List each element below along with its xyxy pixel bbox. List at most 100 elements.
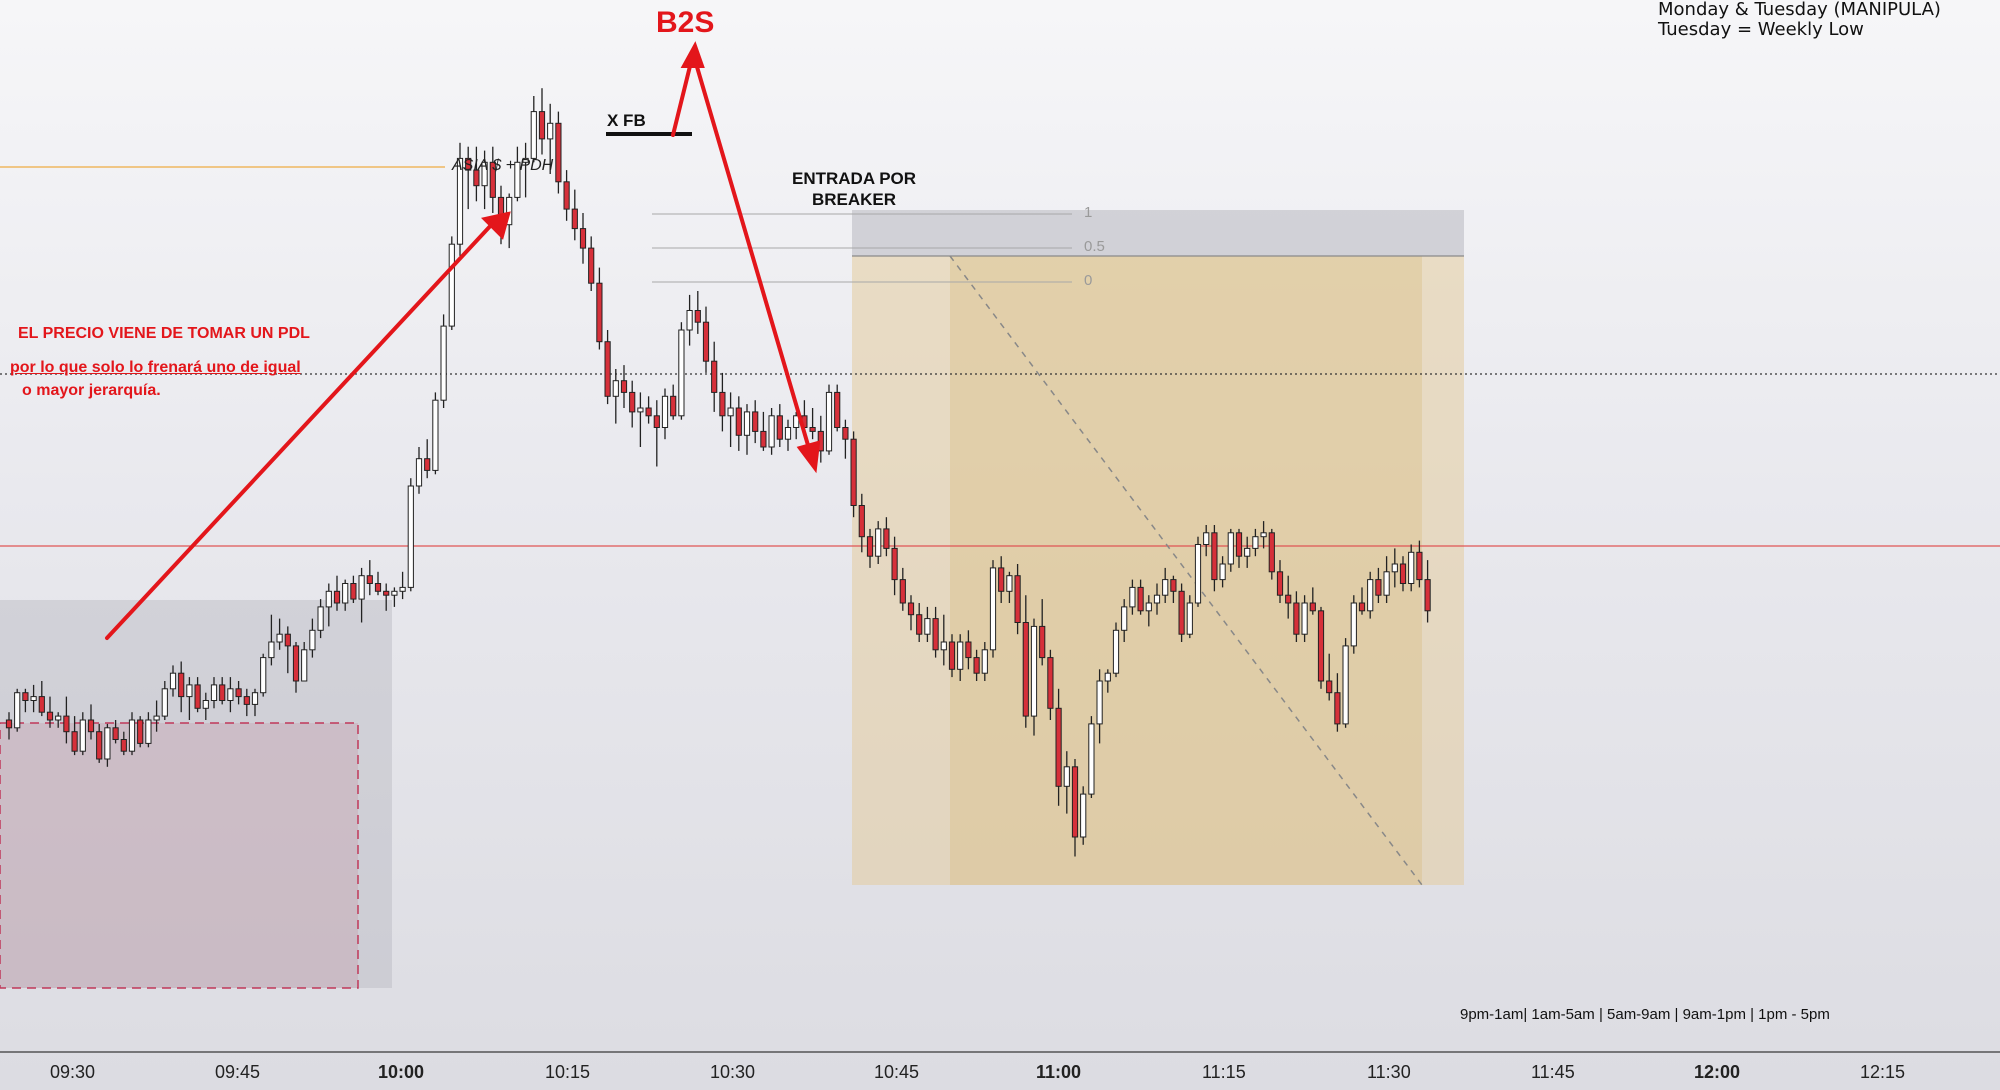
bear-candle — [579, 228, 587, 249]
bear-candle — [473, 169, 480, 187]
bear-candle — [711, 360, 718, 393]
bull-candle — [743, 411, 751, 436]
up-arrow-head — [480, 211, 511, 240]
bull-candle — [661, 395, 669, 428]
bull-candle — [1063, 766, 1070, 787]
bear-candle — [596, 282, 603, 343]
bull-candle — [981, 649, 988, 674]
bear-candle — [842, 427, 849, 440]
bear-candle — [292, 645, 300, 682]
bear-candle — [973, 657, 980, 674]
bull-candle — [399, 586, 406, 592]
bull-candle — [309, 629, 316, 651]
bear-candle — [1334, 692, 1341, 725]
asia-range-pink-zone — [0, 722, 359, 989]
bull-candle — [793, 415, 800, 428]
bull-candle — [1145, 602, 1152, 612]
fib-label-1: 1 — [1084, 204, 1093, 221]
b2s-down-head — [796, 440, 821, 474]
bear-candle — [350, 583, 357, 600]
bear-candle — [1211, 532, 1218, 581]
bear-candle — [965, 641, 972, 659]
note-line-2: por lo que solo lo frenará uno de igual — [10, 359, 301, 376]
bear-candle — [538, 111, 546, 140]
bear-candle — [653, 415, 660, 428]
bull-candle — [686, 310, 693, 331]
bull-candle — [30, 696, 37, 701]
bull-candle — [1088, 723, 1095, 795]
bear-candle — [588, 247, 595, 284]
bull-candle — [1203, 532, 1210, 545]
bear-candle — [620, 380, 628, 393]
bull-candle — [1104, 672, 1111, 682]
bear-candle — [465, 157, 472, 171]
bear-candle — [1293, 602, 1300, 635]
bear-candle — [96, 731, 103, 760]
bear-candle — [284, 633, 291, 647]
bull-candle — [1260, 532, 1267, 538]
asia-range-gray-zone — [0, 600, 392, 988]
bull-candle — [1383, 571, 1390, 596]
red-arrows — [105, 41, 821, 640]
bear-candle — [998, 567, 1005, 592]
x-tick-label: 10:00 — [378, 1062, 425, 1082]
bear-candle — [366, 575, 373, 585]
bear-candle — [670, 395, 677, 417]
bear-candle — [1014, 575, 1021, 624]
bull-candle — [260, 657, 267, 694]
bear-candle — [178, 672, 185, 698]
bear-candle — [120, 739, 127, 752]
b2s-label: B2S — [656, 6, 715, 39]
bear-candle — [383, 590, 390, 596]
bull-candle — [1227, 532, 1234, 565]
bull-candle — [1096, 680, 1103, 725]
bear-candle — [899, 579, 906, 604]
bull-candle — [1030, 625, 1038, 717]
x-tick-label: 11:30 — [1367, 1062, 1411, 1082]
bear-candle — [235, 688, 242, 698]
bull-candle — [251, 692, 259, 705]
bear-candle — [1170, 579, 1177, 592]
bear-candle — [1039, 625, 1046, 659]
bear-candle — [1178, 590, 1185, 635]
bear-candle — [46, 711, 54, 721]
bull-candle — [727, 407, 734, 417]
bear-candle — [71, 731, 78, 752]
bear-candle — [719, 391, 726, 417]
entry-zone-gray — [852, 210, 1464, 256]
x-tick-label: 09:45 — [215, 1062, 261, 1082]
note-line-1: EL PRECIO VIENE DE TOMAR UN PDL — [18, 325, 310, 342]
bull-candle — [145, 719, 152, 744]
bull-candle — [55, 715, 62, 721]
bull-candle — [391, 590, 398, 596]
bull-candle — [1244, 547, 1251, 557]
bull-candle — [1408, 551, 1415, 584]
bull-candle — [440, 325, 447, 401]
bull-candle — [506, 196, 513, 226]
bull-candle — [1194, 544, 1202, 604]
bear-candle — [1022, 622, 1029, 717]
bull-candle — [1350, 602, 1357, 647]
b2s-down-line — [693, 58, 812, 454]
bear-candle — [1276, 571, 1284, 596]
bull-candle — [202, 700, 209, 709]
bear-candle — [555, 122, 562, 183]
bull-candle — [79, 719, 86, 752]
bear-candle — [735, 407, 742, 436]
bull-candle — [1112, 629, 1120, 674]
candles-group — [5, 88, 1431, 857]
bull-candle — [1080, 793, 1087, 838]
bear-candle — [489, 161, 496, 198]
bull-candle — [989, 567, 997, 651]
bull-candle — [530, 111, 537, 159]
bear-candle — [850, 438, 857, 507]
x-tick-label: 11:15 — [1202, 1062, 1246, 1082]
corner-note-line-1: Monday & Tuesday (MANIPULA) — [1658, 0, 1941, 20]
bear-candle — [1268, 532, 1275, 573]
up-arrow-line — [105, 220, 496, 640]
bear-candle — [694, 310, 701, 323]
bull-candle — [169, 672, 177, 690]
bull-candle — [448, 243, 455, 327]
bull-candle — [678, 329, 685, 417]
